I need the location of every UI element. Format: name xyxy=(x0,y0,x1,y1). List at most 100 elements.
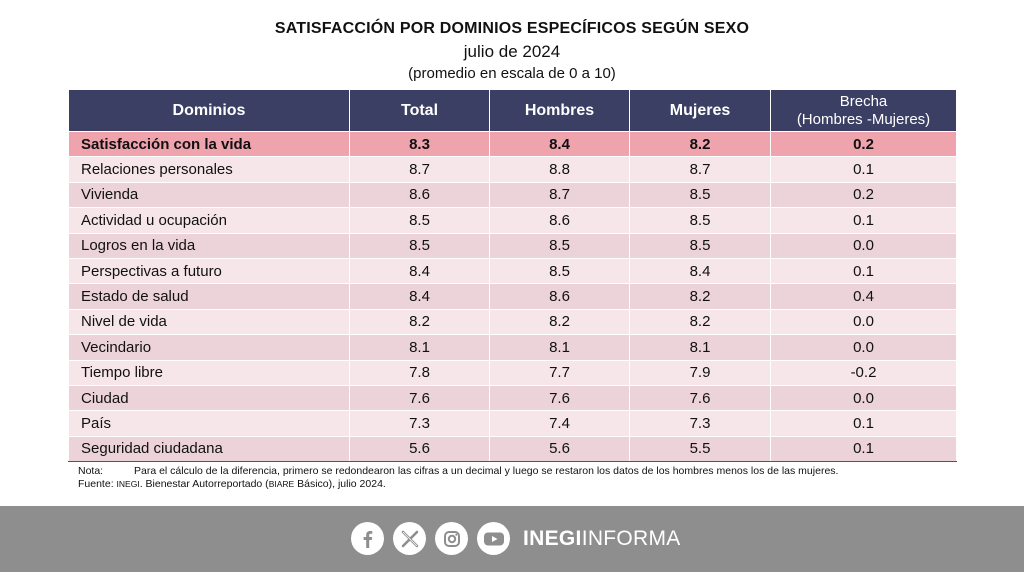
source-org: INEGI xyxy=(116,479,140,489)
cell-mujeres: 7.6 xyxy=(629,384,771,412)
cell-dominio: Vivienda xyxy=(68,181,350,209)
table-row: Seguridad ciudadana 5.6 5.6 5.5 0.1 xyxy=(68,435,957,463)
youtube-icon[interactable] xyxy=(477,522,510,555)
cell-total: 8.3 xyxy=(349,130,490,158)
x-icon[interactable] xyxy=(393,522,426,555)
note-text: Para el cálculo de la diferencia, primer… xyxy=(134,465,839,477)
cell-total: 8.4 xyxy=(349,257,490,285)
social-links: INEGIINFORMA xyxy=(351,522,681,555)
table-row: Satisfacción con la vida 8.3 8.4 8.2 0.2 xyxy=(68,130,957,158)
cell-dominio: Vecindario xyxy=(68,334,350,361)
header-hombres: Hombres xyxy=(489,90,630,132)
cell-dominio: País xyxy=(68,410,350,437)
note-label: Nota: xyxy=(78,465,104,477)
table-row: Vivienda 8.6 8.7 8.5 0.2 xyxy=(68,181,957,209)
cell-brecha: 0.1 xyxy=(770,435,957,463)
cell-mujeres: 8.5 xyxy=(629,232,771,259)
facebook-icon[interactable] xyxy=(351,522,384,555)
cell-dominio: Perspectivas a futuro xyxy=(68,257,350,285)
cell-hombres: 8.7 xyxy=(489,181,630,209)
instagram-icon[interactable] xyxy=(435,522,468,555)
cell-total: 8.4 xyxy=(349,283,490,310)
header-brecha: Brecha (Hombres -Mujeres) xyxy=(770,90,957,132)
table-row: Ciudad 7.6 7.6 7.6 0.0 xyxy=(68,384,957,412)
cell-hombres: 8.5 xyxy=(489,257,630,285)
cell-total: 8.7 xyxy=(349,156,490,183)
cell-hombres: 8.5 xyxy=(489,232,630,259)
brand-bold: INEGI xyxy=(523,526,582,550)
cell-dominio: Ciudad xyxy=(68,384,350,412)
table-row: Perspectivas a futuro 8.4 8.5 8.4 0.1 xyxy=(68,257,957,285)
cell-brecha: 0.0 xyxy=(770,308,957,336)
header-total: Total xyxy=(349,90,490,132)
table-row: Vecindario 8.1 8.1 8.1 0.0 xyxy=(68,334,957,361)
cell-mujeres: 8.1 xyxy=(629,334,771,361)
title-date: julio de 2024 xyxy=(463,42,561,61)
cell-hombres: 8.1 xyxy=(489,334,630,361)
header-mujeres: Mujeres xyxy=(629,90,771,132)
cell-total: 7.3 xyxy=(349,410,490,437)
cell-mujeres: 8.5 xyxy=(629,181,771,209)
cell-hombres: 8.6 xyxy=(489,283,630,310)
notes: Nota: Para el cálculo de la diferencia, … xyxy=(78,465,838,491)
brand-light: INFORMA xyxy=(581,526,681,550)
header-dominios: Dominios xyxy=(68,90,350,132)
cell-brecha: 0.0 xyxy=(770,232,957,259)
cell-brecha: 0.0 xyxy=(770,334,957,361)
table-row: País 7.3 7.4 7.3 0.1 xyxy=(68,410,957,437)
table-row: Tiempo libre 7.8 7.7 7.9 -0.2 xyxy=(68,359,957,386)
cell-mujeres: 8.2 xyxy=(629,130,771,158)
cell-total: 8.1 xyxy=(349,334,490,361)
title-block: SATISFACCIÓN POR DOMINIOS ESPECÍFICOS SE… xyxy=(0,18,1024,84)
cell-hombres: 5.6 xyxy=(489,435,630,463)
table-row: Estado de salud 8.4 8.6 8.2 0.4 xyxy=(68,283,957,310)
cell-dominio: Satisfacción con la vida xyxy=(68,130,350,158)
cell-total: 8.5 xyxy=(349,207,490,234)
header-brecha-line2: (Hombres -Mujeres) xyxy=(796,110,931,128)
cell-mujeres: 7.3 xyxy=(629,410,771,437)
cell-total: 8.2 xyxy=(349,308,490,336)
source-mid: . Bienestar Autorreportado ( xyxy=(139,478,269,490)
table-row: Logros en la vida 8.5 8.5 8.5 0.0 xyxy=(68,232,957,259)
cell-brecha: 0.1 xyxy=(770,410,957,437)
table-body: Satisfacción con la vida 8.3 8.4 8.2 0.2 Rela… xyxy=(68,130,957,463)
brand-logo: INEGIINFORMA xyxy=(523,527,681,551)
cell-total: 8.5 xyxy=(349,232,490,259)
cell-hombres: 7.7 xyxy=(489,359,630,386)
source-label: Fuente: xyxy=(78,478,114,490)
cell-mujeres: 7.9 xyxy=(629,359,771,386)
cell-hombres: 8.2 xyxy=(489,308,630,336)
cell-hombres: 8.4 xyxy=(489,130,630,158)
table-header-row: Dominios Total Hombres Mujeres Brecha (H… xyxy=(68,90,957,132)
cell-brecha: 0.2 xyxy=(770,181,957,209)
cell-mujeres: 8.5 xyxy=(629,207,771,234)
cell-hombres: 7.6 xyxy=(489,384,630,412)
cell-dominio: Seguridad ciudadana xyxy=(68,435,350,463)
satisfaction-table: Dominios Total Hombres Mujeres Brecha (H… xyxy=(68,90,957,463)
cell-dominio: Estado de salud xyxy=(68,283,350,310)
cell-mujeres: 8.2 xyxy=(629,283,771,310)
cell-dominio: Tiempo libre xyxy=(68,359,350,386)
cell-brecha: 0.2 xyxy=(770,130,957,158)
table-row: Nivel de vida 8.2 8.2 8.2 0.0 xyxy=(68,308,957,336)
table-row: Actividad u ocupación 8.5 8.6 8.5 0.1 xyxy=(68,207,957,234)
source-end: Básico), julio 2024. xyxy=(294,478,386,490)
page-title: SATISFACCIÓN POR DOMINIOS ESPECÍFICOS SE… xyxy=(274,20,750,37)
cell-brecha: -0.2 xyxy=(770,359,957,386)
cell-total: 8.6 xyxy=(349,181,490,209)
source-abbr: BIARE xyxy=(268,479,295,489)
cell-dominio: Actividad u ocupación xyxy=(68,207,350,234)
note-row: Nota: Para el cálculo de la diferencia, … xyxy=(78,465,838,478)
cell-brecha: 0.0 xyxy=(770,384,957,412)
cell-brecha: 0.1 xyxy=(770,207,957,234)
cell-dominio: Logros en la vida xyxy=(68,232,350,259)
cell-total: 5.6 xyxy=(349,435,490,463)
cell-mujeres: 5.5 xyxy=(629,435,771,463)
cell-total: 7.8 xyxy=(349,359,490,386)
footer-bar: INEGIINFORMA xyxy=(0,506,1024,572)
table-row: Relaciones personales 8.7 8.8 8.7 0.1 xyxy=(68,156,957,183)
cell-dominio: Nivel de vida xyxy=(68,308,350,336)
cell-brecha: 0.1 xyxy=(770,257,957,285)
cell-brecha: 0.1 xyxy=(770,156,957,183)
cell-mujeres: 8.7 xyxy=(629,156,771,183)
